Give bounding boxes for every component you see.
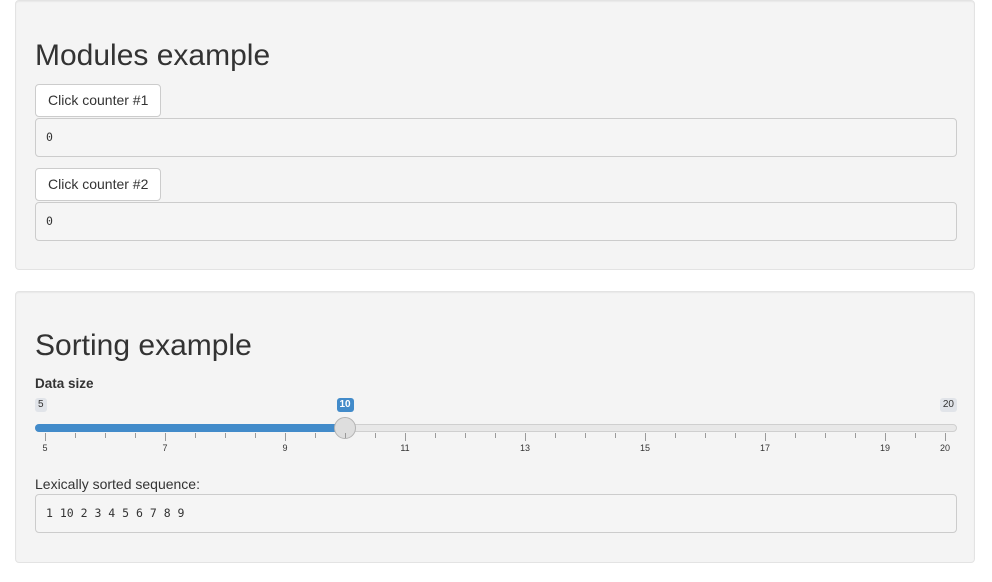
modules-panel: Modules example Click counter #1 0 Click… bbox=[15, 0, 975, 270]
slider-tick-label: 7 bbox=[162, 443, 168, 453]
slider-minor-tick bbox=[795, 433, 796, 438]
slider-minor-tick bbox=[615, 433, 616, 438]
slider-major-tick bbox=[45, 433, 46, 441]
slider-minor-tick bbox=[255, 433, 256, 438]
sorted-sequence-label: Lexically sorted sequence: bbox=[35, 476, 200, 492]
slider-major-tick bbox=[945, 433, 946, 441]
slider-minor-tick bbox=[135, 433, 136, 438]
slider-tick-label: 13 bbox=[519, 443, 531, 453]
slider-major-tick bbox=[645, 433, 646, 441]
counter-1-output: 0 bbox=[35, 118, 957, 157]
slider-major-tick bbox=[525, 433, 526, 441]
slider-minor-tick bbox=[105, 433, 106, 438]
slider-major-tick bbox=[165, 433, 166, 441]
slider-max-label: 20 bbox=[939, 398, 957, 412]
sorting-title: Sorting example bbox=[35, 329, 252, 362]
slider-minor-tick bbox=[315, 433, 316, 438]
slider-minor-tick bbox=[345, 433, 346, 438]
slider-minor-tick bbox=[225, 433, 226, 438]
slider-minor-tick bbox=[75, 433, 76, 438]
slider-major-tick bbox=[405, 433, 406, 441]
slider-minor-tick bbox=[825, 433, 826, 438]
slider-minor-tick bbox=[675, 433, 676, 438]
slider-minor-tick bbox=[495, 433, 496, 438]
modules-title: Modules example bbox=[35, 39, 271, 72]
data-size-label: Data size bbox=[35, 376, 94, 391]
slider-major-tick bbox=[885, 433, 886, 441]
click-counter-1-button[interactable]: Click counter #1 bbox=[35, 84, 162, 117]
click-counter-2-button[interactable]: Click counter #2 bbox=[35, 168, 162, 201]
slider-minor-tick bbox=[375, 433, 376, 438]
slider-tick-label: 20 bbox=[939, 443, 951, 453]
slider-major-tick bbox=[285, 433, 286, 441]
slider-minor-tick bbox=[915, 433, 916, 438]
slider-minor-tick bbox=[465, 433, 466, 438]
slider-tick-label: 5 bbox=[42, 443, 48, 453]
slider-minor-tick bbox=[855, 433, 856, 438]
slider-value-label: 10 bbox=[336, 398, 354, 412]
slider-min-label: 5 bbox=[35, 398, 47, 412]
slider-minor-tick bbox=[585, 433, 586, 438]
slider-minor-tick bbox=[435, 433, 436, 438]
sorted-sequence-output: 1 10 2 3 4 5 6 7 8 9 bbox=[35, 494, 957, 533]
data-size-slider[interactable]: 5 20 10 5 7 9 11 13 15 17 19 20 bbox=[35, 398, 957, 460]
slider-minor-tick bbox=[705, 433, 706, 438]
sorting-panel: Sorting example Data size 5 20 10 5 7 9 11 1… bbox=[15, 291, 975, 563]
slider-minor-tick bbox=[735, 433, 736, 438]
slider-major-tick bbox=[765, 433, 766, 441]
slider-tick-label: 19 bbox=[879, 443, 891, 453]
slider-fill bbox=[35, 424, 345, 432]
slider-tick-label: 11 bbox=[400, 443, 410, 453]
slider-tick-label: 17 bbox=[759, 443, 771, 453]
slider-tick-label: 9 bbox=[282, 443, 288, 453]
counter-2-output: 0 bbox=[35, 202, 957, 241]
slider-tick-label: 15 bbox=[639, 443, 651, 453]
slider-handle[interactable] bbox=[334, 417, 356, 439]
slider-minor-tick bbox=[555, 433, 556, 438]
slider-minor-tick bbox=[195, 433, 196, 438]
